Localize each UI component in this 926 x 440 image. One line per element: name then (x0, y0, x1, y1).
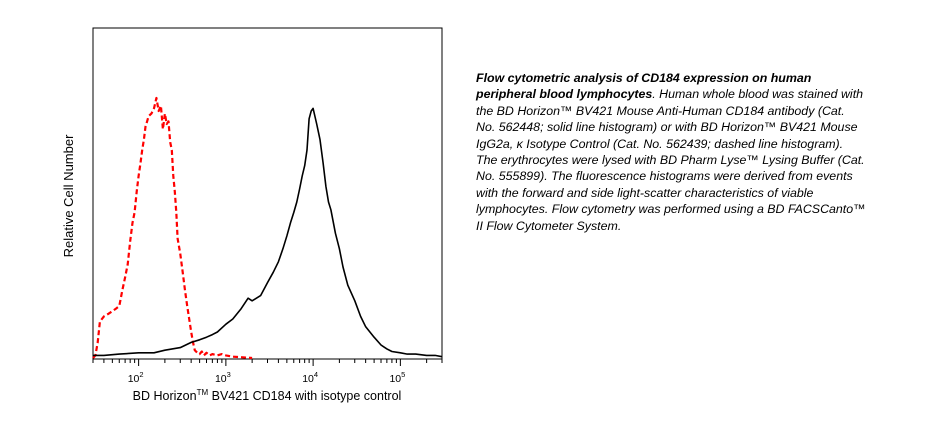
caption-title: Flow cytometric analysis of CD184 expres… (476, 71, 812, 102)
y-axis-label: Relative Cell Number (61, 134, 76, 257)
x-axis-label: BD HorizonTM BV421 CD184 with isotype co… (133, 388, 402, 403)
x-tick-label: 104 (302, 370, 318, 385)
x-tick-label: 102 (128, 370, 144, 385)
x-tick-label: 103 (215, 370, 231, 385)
plot-frame (92, 27, 443, 360)
cd184-line (93, 107, 443, 358)
histogram-figure: 102 103 104 105 BD HorizonTM BV421 CD184 wi… (61, 27, 443, 403)
x-axis-tick-labels: 102 103 104 105 (128, 370, 406, 385)
series-layer (92, 96, 443, 360)
caption-body: . Human whole blood was stained with the… (476, 87, 866, 233)
isotype-control-line (92, 96, 253, 360)
x-tick-label: 105 (389, 370, 405, 385)
figure-caption: Flow cytometric analysis of CD184 expres… (476, 70, 866, 234)
x-axis-ticks (92, 359, 443, 366)
